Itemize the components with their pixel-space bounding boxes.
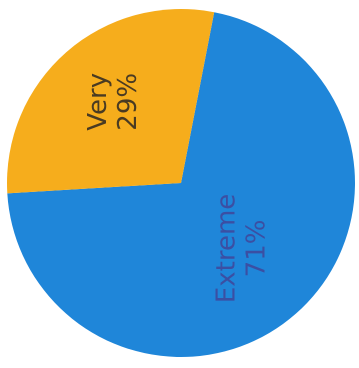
pie-slice-extreme	[7, 12, 355, 358]
slice-label-group-extreme: Extreme 71%	[211, 194, 271, 303]
slice-value-label: 29%	[113, 73, 143, 131]
slice-label-group-very: Very 29%	[83, 73, 143, 131]
slice-name-label: Extreme	[211, 194, 241, 303]
slice-name-label: Very	[83, 73, 113, 131]
pie-slices	[7, 8, 355, 358]
pie-slice-very	[7, 8, 215, 194]
pie-labels: Extreme 71% Very 29%	[83, 73, 271, 303]
slice-value-label: 71%	[241, 220, 271, 278]
